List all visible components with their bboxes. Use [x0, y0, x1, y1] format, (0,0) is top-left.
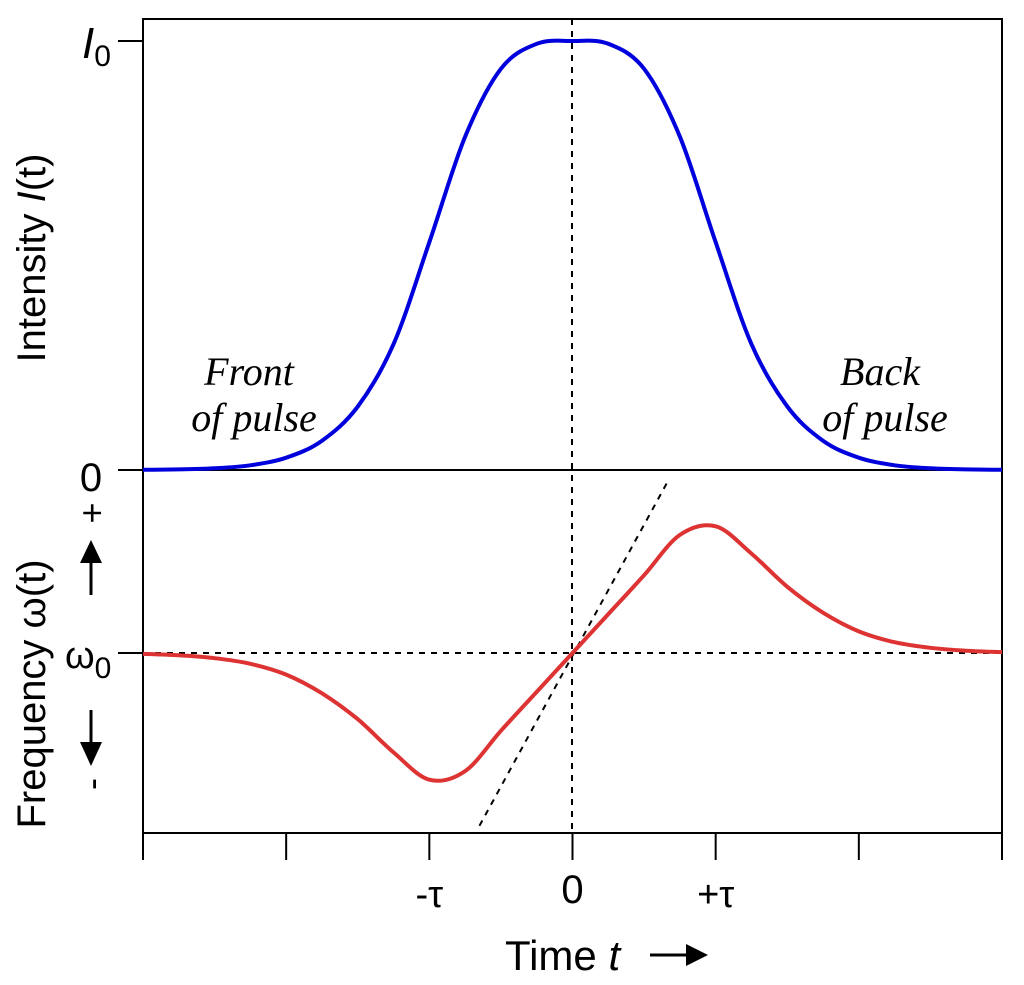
- intensity-zero-label: 0: [80, 456, 102, 500]
- freq-plus-label: +: [71, 502, 112, 523]
- omega0-label: ω0: [65, 635, 111, 685]
- intensity-axis-title: Intensity I(t): [10, 154, 54, 363]
- front-of-pulse-label: Front of pulse: [191, 349, 317, 440]
- x-ticks: -τ 0 +τ: [142, 833, 1003, 916]
- frequency-curve: [142, 523, 1003, 783]
- back-of-pulse-label: Back of pulse: [822, 349, 948, 440]
- x-tick-label: +τ: [697, 874, 734, 916]
- freq-minus-label: -: [71, 778, 112, 790]
- freq-up-arrow-icon: [80, 540, 102, 595]
- time-axis-title: Time t: [505, 932, 622, 979]
- i0-label: I0: [82, 19, 111, 73]
- intensity-curve: [142, 38, 1003, 472]
- x-tick-label: -τ: [415, 874, 443, 916]
- freq-down-arrow-icon: [80, 710, 102, 766]
- time-arrow-icon: [650, 944, 708, 966]
- frequency-axis-title: Frequency ω(t): [10, 559, 54, 828]
- x-tick-label: 0: [561, 868, 583, 912]
